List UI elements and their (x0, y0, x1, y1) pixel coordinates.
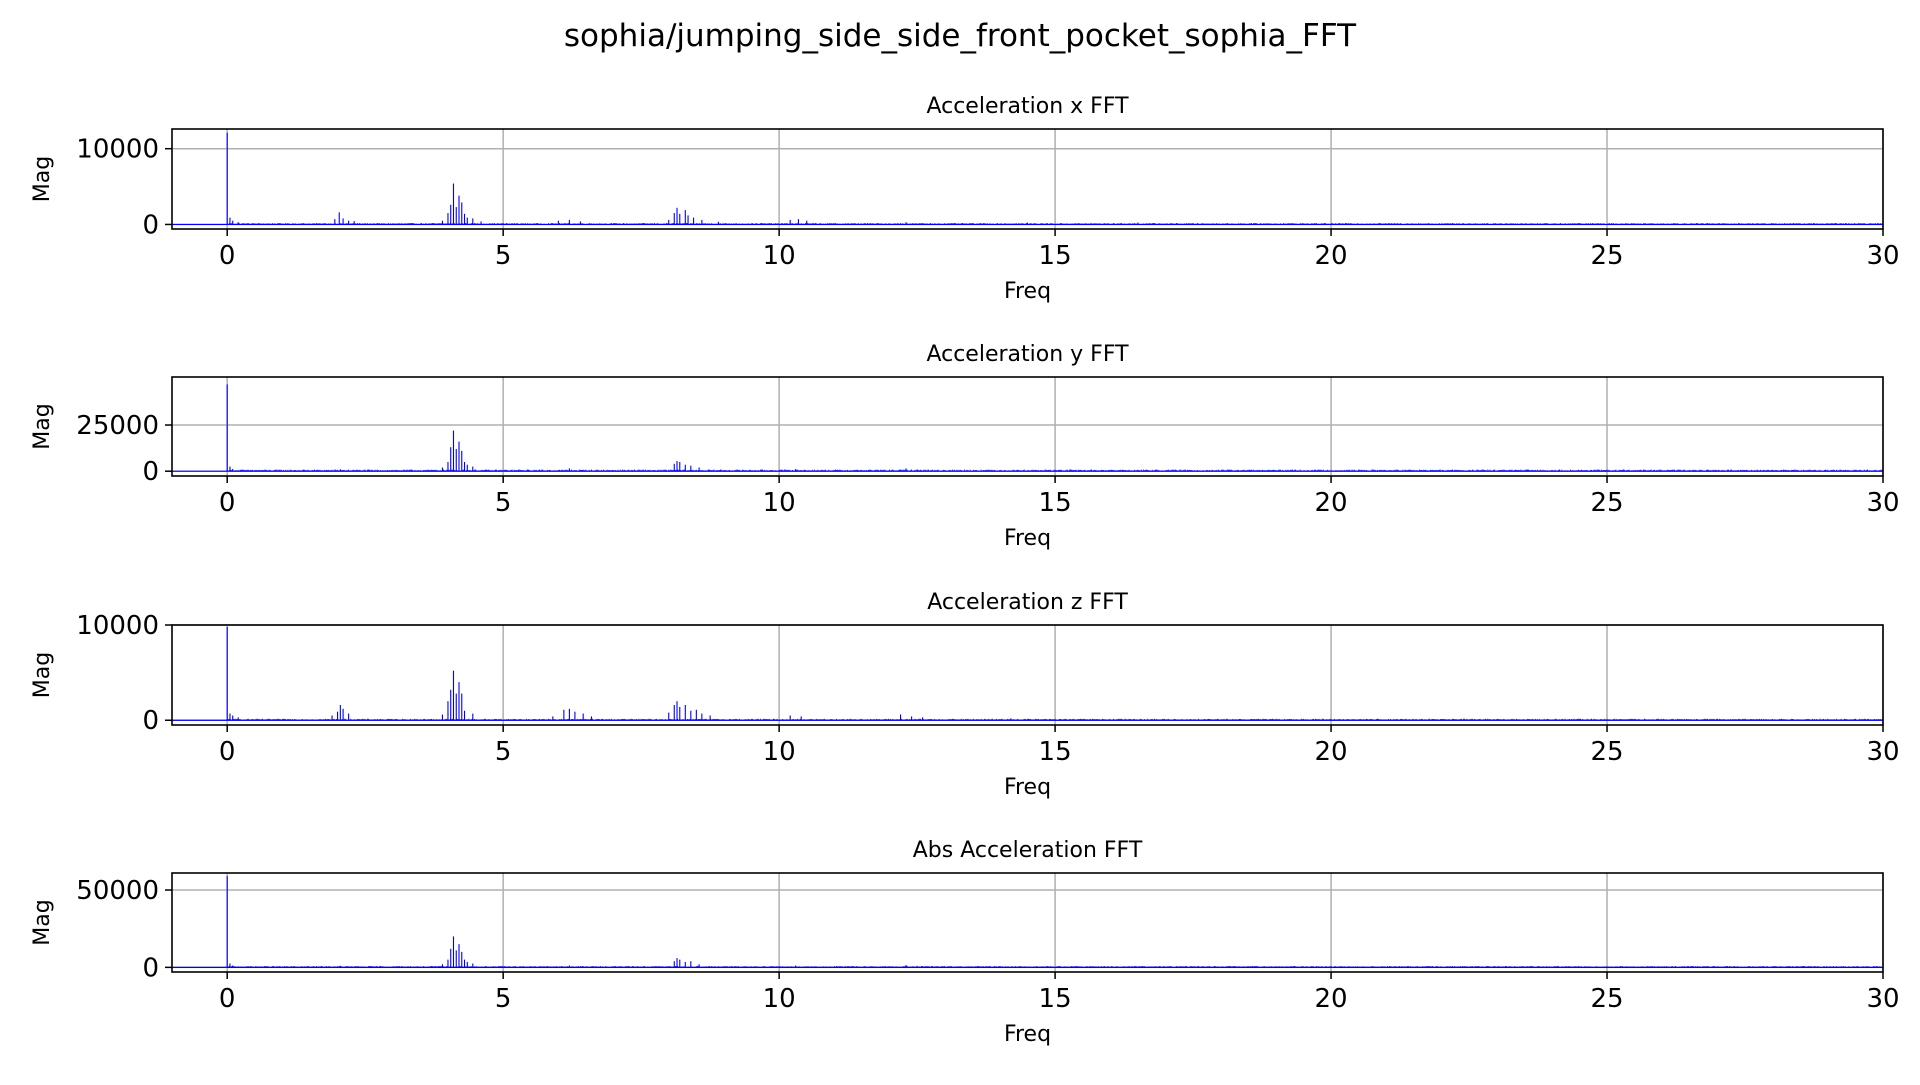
figure-title: sophia/jumping_side_side_front_pocket_so… (564, 18, 1357, 54)
axes-frame (171, 128, 1884, 230)
x-tick-label: 30 (1866, 488, 1899, 518)
x-tick-label: 20 (1315, 737, 1348, 767)
x-tick-label: 10 (763, 241, 796, 271)
x-tick-label: 30 (1866, 241, 1899, 271)
y-axis-label: Mag (30, 652, 55, 698)
subplot-title: Acceleration z FFT (927, 590, 1128, 615)
axes-frame (171, 872, 1884, 973)
x-tick-label: 10 (763, 984, 796, 1014)
x-tick-label: 15 (1039, 984, 1072, 1014)
axes-frame (171, 376, 1884, 477)
y-tick-label: 0 (142, 953, 159, 983)
subplot-1: Acceleration x FFT 0 5 10 15 20 25 30 0 10000 Freq… (30, 94, 1900, 304)
y-tick-label: 0 (142, 706, 159, 736)
x-tick-label: 20 (1315, 488, 1348, 518)
x-axis-label: Freq (1004, 526, 1051, 551)
x-tick-label: 25 (1590, 241, 1623, 271)
axes-frame (171, 624, 1884, 726)
y-axis-label: Mag (30, 403, 55, 449)
y-tick-label: 25000 (76, 411, 159, 441)
y-tick-label: 10000 (76, 135, 159, 165)
y-tick-label: 10000 (76, 611, 159, 641)
x-tick-label: 15 (1039, 737, 1072, 767)
x-axis-label: Freq (1004, 1022, 1051, 1047)
x-tick-label: 20 (1315, 241, 1348, 271)
y-tick-label: 0 (142, 457, 159, 487)
x-tick-label: 0 (219, 984, 236, 1014)
x-tick-label: 20 (1315, 984, 1348, 1014)
x-tick-label: 25 (1590, 488, 1623, 518)
x-tick-label: 15 (1039, 241, 1072, 271)
x-tick-label: 5 (495, 488, 512, 518)
x-tick-label: 0 (219, 241, 236, 271)
subplot-2: Acceleration y FFT 0 5 10 15 20 25 30 0 25000 Freq… (30, 342, 1900, 551)
y-tick-label: 0 (142, 210, 159, 240)
y-axis-label: Mag (30, 899, 55, 945)
subplot-title: Acceleration x FFT (926, 94, 1129, 119)
subplot-3: Acceleration z FFT 0 5 10 15 20 25 30 0 10000 Freq… (30, 590, 1900, 800)
y-tick-label: 50000 (76, 876, 159, 906)
x-tick-label: 5 (495, 737, 512, 767)
x-tick-label: 25 (1590, 984, 1623, 1014)
x-tick-label: 5 (495, 984, 512, 1014)
subplot-title: Abs Acceleration FFT (913, 838, 1143, 863)
x-tick-label: 0 (219, 488, 236, 518)
x-tick-label: 5 (495, 241, 512, 271)
subplot-title: Acceleration y FFT (926, 342, 1129, 367)
x-axis-label: Freq (1004, 775, 1051, 800)
y-axis-label: Mag (30, 156, 55, 202)
x-tick-label: 30 (1866, 984, 1899, 1014)
x-tick-label: 10 (763, 488, 796, 518)
x-axis-label: Freq (1004, 279, 1051, 304)
x-tick-label: 10 (763, 737, 796, 767)
subplot-4: Abs Acceleration FFT 0 5 10 15 20 25 30 0 50000 Fr… (30, 838, 1900, 1047)
x-tick-label: 30 (1866, 737, 1899, 767)
x-tick-label: 0 (219, 737, 236, 767)
x-tick-label: 15 (1039, 488, 1072, 518)
x-tick-label: 25 (1590, 737, 1623, 767)
